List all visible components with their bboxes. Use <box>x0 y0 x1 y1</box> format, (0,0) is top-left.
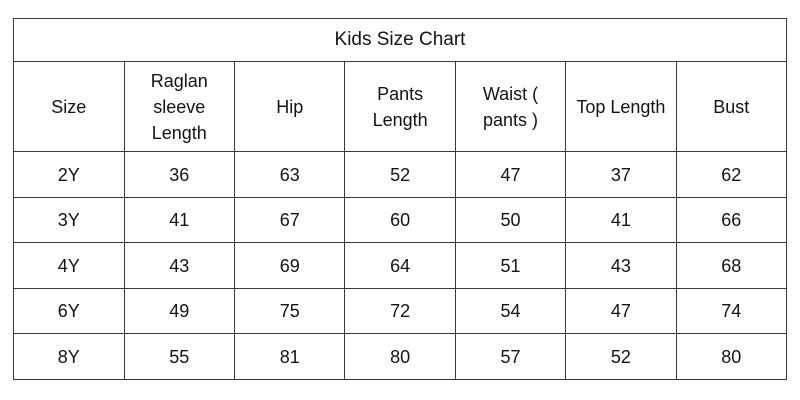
table-row-4y: 4Y 43 69 64 51 43 68 <box>13 242 788 289</box>
header-cell-pants-length: Pants Length <box>344 61 456 153</box>
cell-top-length: 37 <box>565 151 677 198</box>
table-row-6y: 6Y 49 75 72 54 47 74 <box>13 287 788 335</box>
cell-top-length: 47 <box>565 287 677 335</box>
cell-raglan: 43 <box>123 242 236 289</box>
header-cell-waist-pants: Waist ( pants ) <box>454 61 567 153</box>
cell-waist: 47 <box>454 151 567 198</box>
cell-bust: 62 <box>675 151 788 198</box>
header-cell-hip: Hip <box>234 61 346 153</box>
kids-size-chart: Kids Size Chart Size Raglan sleeve Lengt… <box>13 17 788 380</box>
cell-bust: 74 <box>675 287 788 335</box>
cell-bust: 66 <box>675 196 788 244</box>
cell-top-length: 43 <box>565 242 677 289</box>
cell-pants-length: 52 <box>344 151 456 198</box>
cell-hip: 67 <box>234 196 346 244</box>
cell-pants-length: 80 <box>344 333 456 380</box>
table-row-2y: 2Y 36 63 52 47 37 62 <box>13 151 788 198</box>
header-cell-raglan-sleeve-length: Raglan sleeve Length <box>123 61 236 153</box>
cell-top-length: 41 <box>565 196 677 244</box>
header-cell-bust: Bust <box>675 61 788 153</box>
cell-pants-length: 64 <box>344 242 456 289</box>
cell-bust: 80 <box>675 333 788 380</box>
cell-raglan: 36 <box>123 151 236 198</box>
cell-hip: 69 <box>234 242 346 289</box>
cell-top-length: 52 <box>565 333 677 380</box>
cell-size: 8Y <box>13 333 125 380</box>
cell-waist: 54 <box>454 287 567 335</box>
table-title-row: Kids Size Chart <box>13 17 787 63</box>
header-cell-top-length: Top Length <box>565 61 677 153</box>
header-cell-size: Size <box>13 61 125 153</box>
cell-bust: 68 <box>675 242 788 289</box>
table-header-row: Size Raglan sleeve Length Hip Pants Leng… <box>13 61 788 153</box>
cell-hip: 63 <box>234 151 346 198</box>
chart-title: Kids Size Chart <box>13 17 787 63</box>
cell-size: 4Y <box>13 242 125 289</box>
cell-waist: 51 <box>454 242 567 289</box>
cell-hip: 75 <box>234 287 346 335</box>
cell-pants-length: 60 <box>344 196 456 244</box>
cell-raglan: 41 <box>123 196 236 244</box>
table-row-3y: 3Y 41 67 60 50 41 66 <box>13 196 788 244</box>
cell-pants-length: 72 <box>344 287 456 335</box>
cell-waist: 57 <box>454 333 567 380</box>
cell-size: 2Y <box>13 151 125 198</box>
cell-hip: 81 <box>234 333 346 380</box>
table-row-8y: 8Y 55 81 80 57 52 80 <box>13 333 788 380</box>
cell-size: 6Y <box>13 287 125 335</box>
cell-size: 3Y <box>13 196 125 244</box>
cell-raglan: 55 <box>123 333 236 380</box>
size-chart-table: Kids Size Chart Size Raglan sleeve Lengt… <box>13 17 788 380</box>
cell-waist: 50 <box>454 196 567 244</box>
cell-raglan: 49 <box>123 287 236 335</box>
